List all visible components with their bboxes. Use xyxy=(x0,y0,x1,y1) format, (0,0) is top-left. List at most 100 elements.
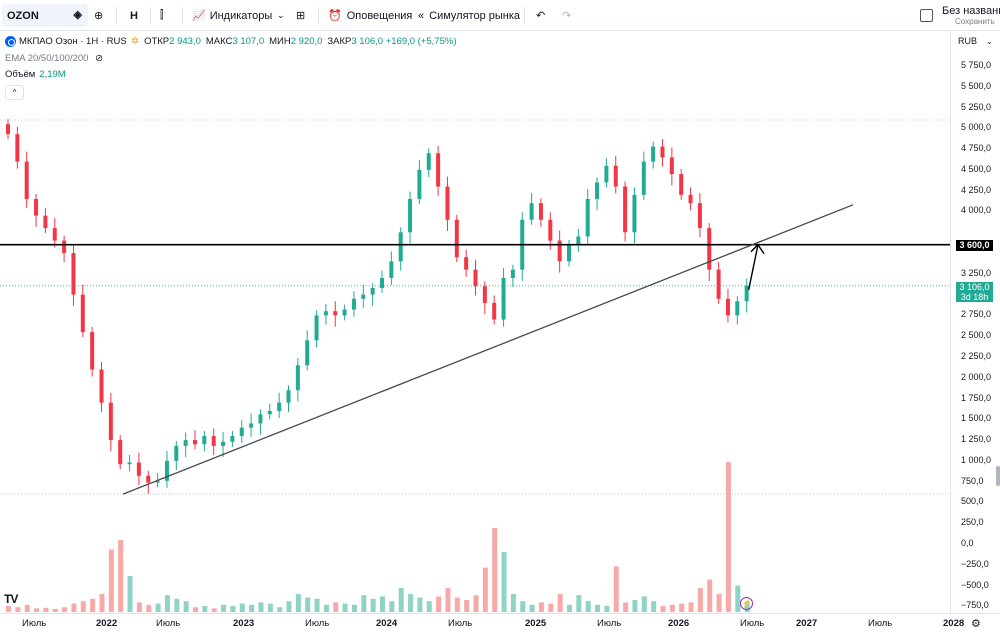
candle-body xyxy=(707,228,712,270)
candles-chart-type-icon[interactable]: ⫿ xyxy=(160,9,164,21)
price-tick-label: −500,0 xyxy=(961,579,989,590)
volume-legend[interactable]: Объём 2,19M xyxy=(5,69,66,80)
volume-bar xyxy=(99,594,105,612)
candle-body xyxy=(183,440,188,446)
interval-button[interactable]: H xyxy=(130,9,138,22)
candle-body xyxy=(361,294,366,299)
price-tick-label: 1 250,0 xyxy=(961,434,992,445)
time-axis-label: Июль xyxy=(740,618,765,629)
candle-body xyxy=(529,203,534,220)
currency-label[interactable]: RUB xyxy=(958,36,978,46)
volume-bar xyxy=(492,528,498,612)
candle-body xyxy=(80,294,85,333)
candles xyxy=(6,119,749,494)
volume-bar xyxy=(155,603,161,612)
time-axis-label: 2026 xyxy=(668,618,690,629)
scroll-handle[interactable] xyxy=(996,466,1000,486)
collapse-legend-button[interactable]: ^ xyxy=(5,85,24,100)
volume-bar xyxy=(183,601,189,612)
level-price-tag: 3 600,0 xyxy=(956,240,993,251)
compare-add-icon[interactable]: ⊕ xyxy=(94,10,104,22)
volume-bars xyxy=(6,462,750,612)
lightning-icon[interactable]: ⚡ xyxy=(740,597,753,610)
volume-bar xyxy=(389,601,395,612)
candle-body xyxy=(342,309,347,316)
watch-icon[interactable]: ◈ xyxy=(73,9,82,21)
replay-button[interactable]: « Симулятор рынка xyxy=(418,4,520,27)
templates-grid-icon[interactable]: ⊞ xyxy=(296,10,306,22)
volume-bar xyxy=(24,604,30,612)
volume-bar xyxy=(538,602,544,612)
ema-label: EMA 20/50/100/200 xyxy=(5,53,89,64)
indicators-dropdown-icon[interactable]: ⌄ xyxy=(277,10,285,20)
candle-body xyxy=(305,340,310,366)
price-tick-label: 4 000,0 xyxy=(961,205,992,216)
candle-body xyxy=(277,402,282,411)
candle-body xyxy=(370,287,375,295)
price-tick-label: 2 000,0 xyxy=(961,371,992,382)
price-tick-label: 4 750,0 xyxy=(961,143,992,154)
candle-body xyxy=(249,423,254,428)
ema-indicator-legend[interactable]: EMA 20/50/100/200 ⊘ xyxy=(5,53,103,64)
price-chart[interactable] xyxy=(0,31,950,613)
price-tick-label: −750,0 xyxy=(961,600,989,611)
candle-body xyxy=(576,236,581,245)
close-value: 3 106,0 +169,0 (+5,75%) xyxy=(351,36,457,47)
save-link[interactable]: Сохранить xyxy=(955,17,995,26)
alerts-button[interactable]: ⏰ Оповещения xyxy=(328,4,412,27)
volume-bar xyxy=(34,608,40,612)
time-axis[interactable] xyxy=(0,613,1000,635)
candle-body xyxy=(436,153,441,187)
candle-body xyxy=(90,332,95,370)
volume-bar xyxy=(43,607,49,612)
volume-bar xyxy=(6,606,11,612)
current-price-value: 3 106,0 xyxy=(959,282,990,292)
volume-bar xyxy=(370,598,376,612)
redo-icon[interactable]: ↷ xyxy=(562,10,572,22)
top-toolbar: OZON ◈ ⊕ H ⫿ 📈 Индикаторы ⌄ ⊞ ⏰ Оповещен… xyxy=(0,0,1000,31)
candle-body xyxy=(716,269,721,299)
projection-arrow[interactable] xyxy=(747,243,765,291)
volume-bar xyxy=(342,603,348,612)
layout-checkbox[interactable] xyxy=(920,9,933,22)
alerts-label: Оповещения xyxy=(346,9,413,22)
candle-body xyxy=(408,199,413,233)
settings-sun-icon[interactable]: ✲ xyxy=(130,36,140,47)
price-tick-label: 500,0 xyxy=(961,496,984,507)
undo-icon[interactable]: ↶ xyxy=(536,10,546,22)
price-tick-label: −250,0 xyxy=(961,558,989,569)
volume-bar xyxy=(632,600,638,612)
candle-body xyxy=(136,462,141,476)
candle-body xyxy=(108,402,113,441)
volume-bar xyxy=(725,462,731,612)
volume-bar xyxy=(127,576,133,612)
candle-body xyxy=(380,277,384,288)
candle-body xyxy=(669,157,674,175)
price-tick-label: 5 500,0 xyxy=(961,80,992,91)
currency-dropdown-icon[interactable]: ⌄ xyxy=(986,37,993,46)
legend-title[interactable]: МКПАО Озон · 1Н · RUS xyxy=(19,36,127,47)
volume-bar xyxy=(80,601,86,612)
candle-body xyxy=(295,365,300,391)
volume-bar xyxy=(286,601,292,612)
trend-line[interactable] xyxy=(122,204,854,495)
time-axis-label: Июль xyxy=(868,618,893,629)
indicators-label: Индикаторы xyxy=(209,9,273,22)
volume-bar xyxy=(641,596,647,612)
chart-settings-gear-icon[interactable]: ⚙ xyxy=(971,618,981,630)
candle-body xyxy=(34,199,39,216)
volume-bar xyxy=(230,606,236,612)
layout-name[interactable]: Без названия xyxy=(942,5,1000,17)
candle-body xyxy=(286,390,291,403)
candle-body xyxy=(417,169,422,200)
volume-bar xyxy=(697,588,703,612)
price-axis[interactable] xyxy=(950,31,1000,613)
candle-body xyxy=(567,244,571,262)
symbol-search[interactable]: OZON ◈ xyxy=(2,4,88,27)
indicators-button[interactable]: 📈 Индикаторы xyxy=(192,4,272,27)
hidden-eye-icon[interactable]: ⊘ xyxy=(95,53,104,64)
candle-body xyxy=(221,441,226,446)
tradingview-logo-icon[interactable]: TV xyxy=(4,592,18,606)
volume-bar xyxy=(660,606,666,612)
candle-body xyxy=(333,311,338,316)
